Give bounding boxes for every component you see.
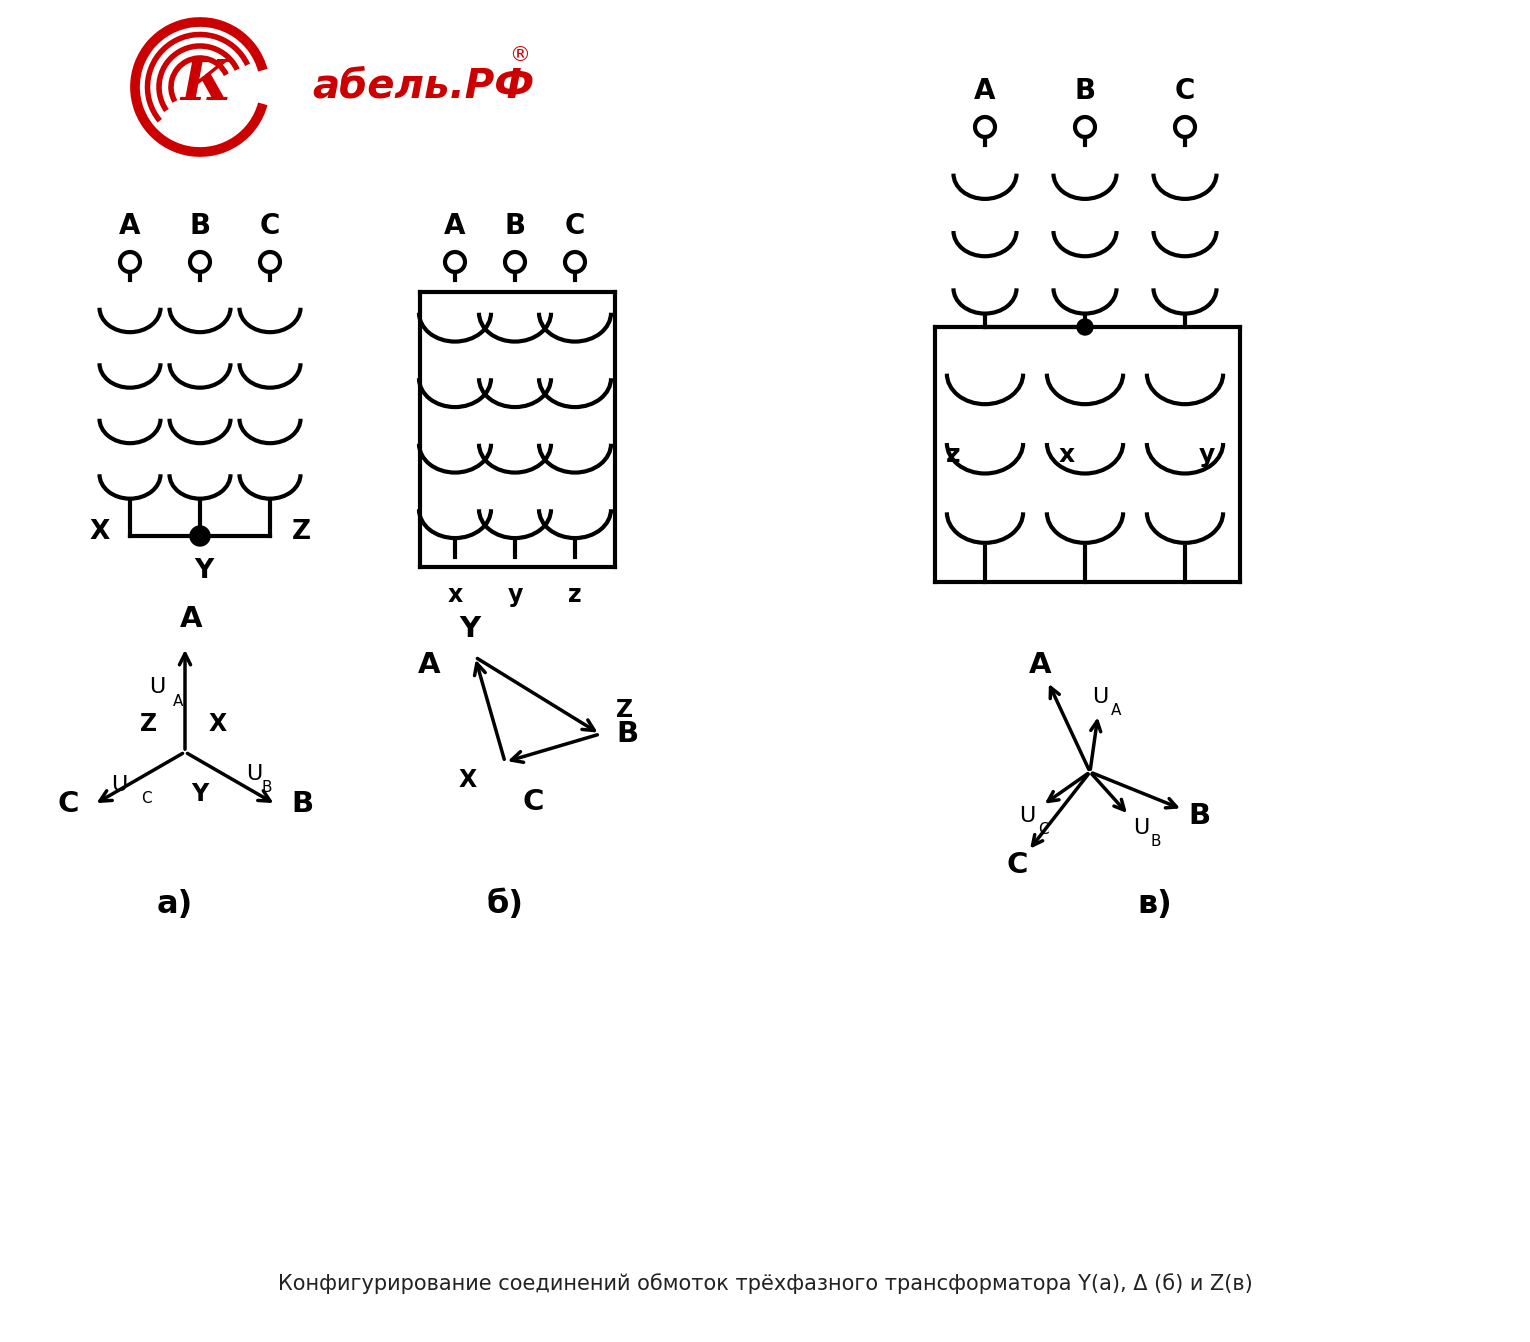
- Text: U: U: [246, 765, 262, 785]
- Text: U: U: [110, 774, 127, 794]
- Text: y: y: [1200, 443, 1215, 467]
- Text: U: U: [148, 676, 165, 696]
- Text: C: C: [141, 790, 151, 807]
- Text: Y: Y: [459, 615, 480, 643]
- Text: A: A: [173, 694, 184, 710]
- Circle shape: [190, 526, 210, 546]
- Text: B: B: [262, 781, 272, 796]
- Text: ®: ®: [509, 46, 531, 64]
- Text: B: B: [1151, 835, 1161, 849]
- Text: B: B: [1189, 803, 1210, 831]
- Text: B: B: [505, 212, 526, 240]
- Text: б): б): [487, 888, 523, 919]
- Text: C: C: [1175, 76, 1195, 105]
- Text: а): а): [158, 888, 193, 919]
- Text: Z: Z: [617, 698, 633, 722]
- Text: в): в): [1138, 888, 1172, 919]
- Text: A: A: [119, 212, 141, 240]
- Text: К: К: [181, 58, 231, 113]
- Text: B: B: [1074, 76, 1095, 105]
- Text: Конфигурирование соединений обмоток трёхфазного трансформатора Y(a), Δ (б) и Z(в: Конфигурирование соединений обмоток трёх…: [277, 1274, 1253, 1295]
- Text: X: X: [210, 713, 228, 735]
- Text: абель.РФ: абель.РФ: [312, 67, 534, 107]
- Text: x: x: [1059, 443, 1076, 467]
- Text: y: y: [508, 582, 523, 607]
- Text: A: A: [1111, 703, 1121, 718]
- Text: Y: Y: [194, 558, 214, 584]
- Text: C: C: [1037, 821, 1048, 836]
- Text: U: U: [1019, 805, 1036, 825]
- Text: x: x: [447, 582, 462, 607]
- Text: C: C: [260, 212, 280, 240]
- Text: U: U: [1092, 687, 1109, 707]
- Text: A: A: [975, 76, 996, 105]
- Text: Z: Z: [139, 713, 158, 735]
- Text: U: U: [1132, 819, 1149, 839]
- Text: B: B: [190, 212, 211, 240]
- Text: A: A: [179, 605, 202, 633]
- Text: A: A: [1028, 651, 1051, 679]
- Text: z: z: [946, 443, 961, 467]
- Text: A: A: [418, 651, 441, 679]
- Text: C: C: [1007, 851, 1028, 879]
- Text: X: X: [90, 519, 110, 545]
- Text: Z: Z: [292, 519, 311, 545]
- Text: C: C: [565, 212, 584, 240]
- Text: C: C: [522, 788, 543, 816]
- Text: Y: Y: [191, 782, 208, 807]
- Text: C: C: [58, 790, 80, 819]
- Text: z: z: [568, 582, 581, 607]
- Text: A: A: [444, 212, 465, 240]
- Text: B: B: [617, 721, 638, 747]
- Text: B: B: [291, 790, 314, 819]
- Text: X: X: [459, 768, 477, 792]
- Circle shape: [1077, 319, 1092, 336]
